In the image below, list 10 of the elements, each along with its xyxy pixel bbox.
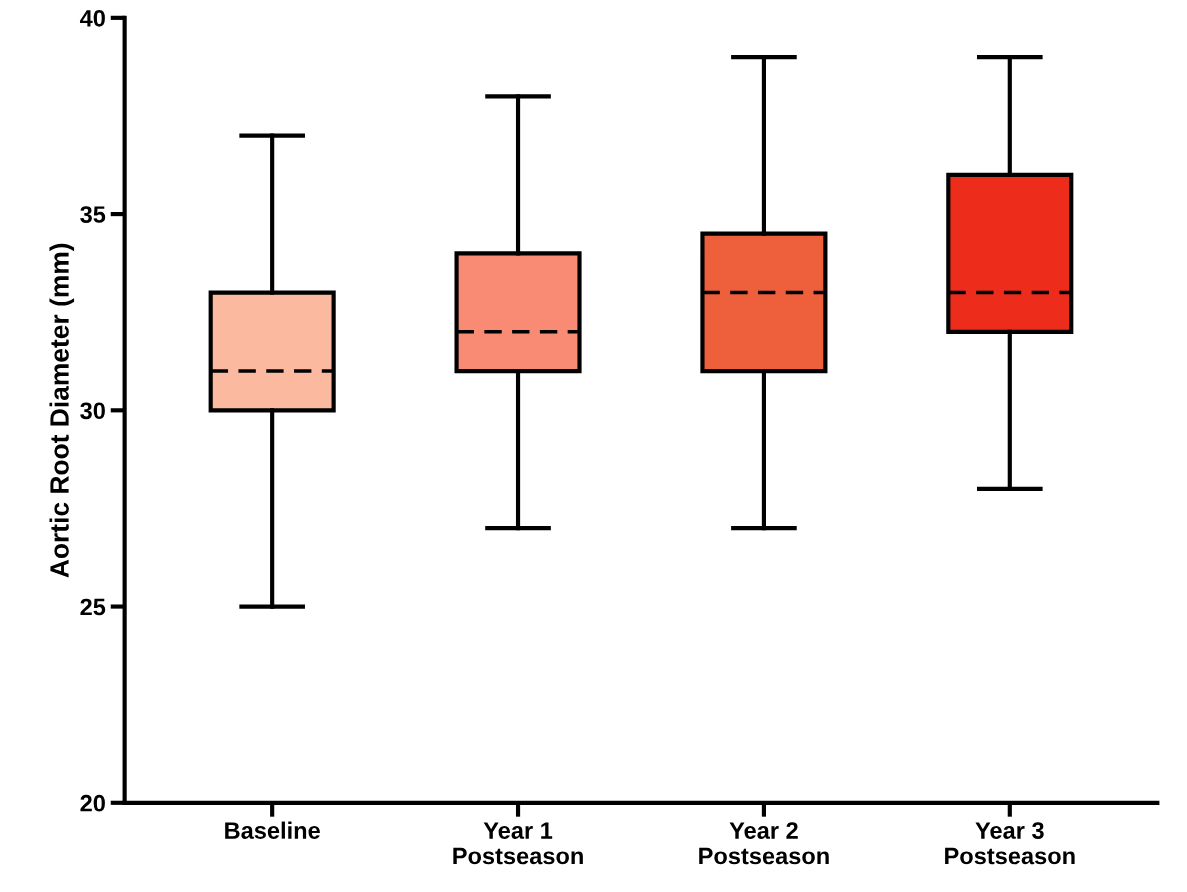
y-tick-label: 25 — [80, 598, 106, 616]
y-tick-label: 40 — [79, 9, 105, 27]
x-tick-label: Year 3 Postseason — [945, 822, 1075, 865]
x-tick-label: Baseline — [225, 821, 320, 839]
y-axis-title: Aortic Root Diameter (mm) — [49, 243, 75, 578]
y-tick-label: 35 — [80, 206, 106, 223]
x-tick-label: Year 1 Postseason — [453, 822, 583, 865]
y-tick-label: 20 — [80, 794, 105, 812]
y-tick-label: 30 — [80, 402, 105, 420]
x-tick-label: Year 2 Postseason — [699, 822, 829, 865]
